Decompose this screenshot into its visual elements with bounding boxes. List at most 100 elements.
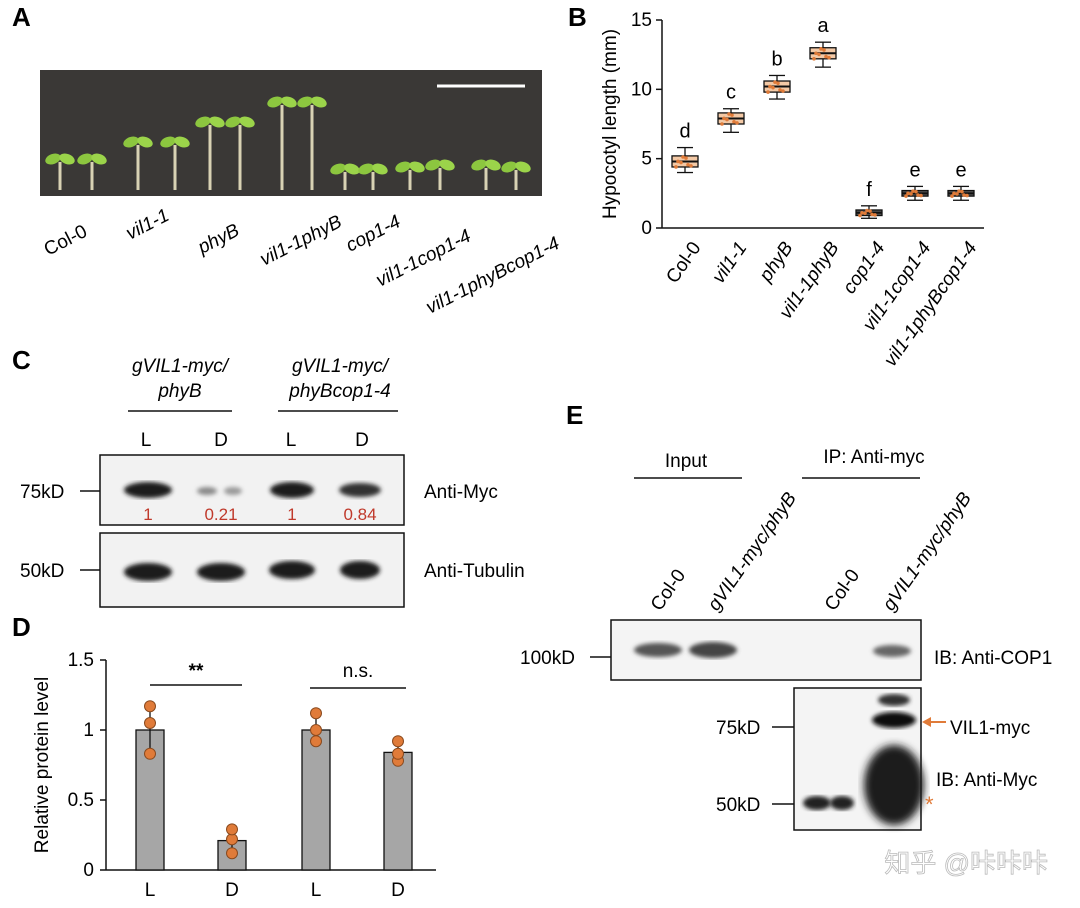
significance-letter: c <box>726 82 736 104</box>
tubulin-band-1 <box>124 563 172 581</box>
e-lane-label-1: Col-0 <box>647 566 690 615</box>
box-point <box>778 88 782 92</box>
significance-letter: d <box>679 121 690 143</box>
myc-band-4 <box>339 483 381 497</box>
y-tick-label: 10 <box>631 79 652 100</box>
lane-label-2: D <box>214 430 228 451</box>
data-point <box>144 700 156 713</box>
box-point <box>674 165 678 169</box>
seedling-cotyledon <box>425 159 441 171</box>
x-tick-label: Col-0 <box>662 238 705 287</box>
y-tick-label: 1 <box>83 720 94 741</box>
box-point <box>735 121 739 125</box>
lane-label-1: L <box>141 430 152 451</box>
x-tick-label: vil1-1 <box>708 238 751 287</box>
data-point <box>310 707 322 720</box>
ib-anti-myc: IB: Anti-Myc <box>936 770 1037 791</box>
seedling-cotyledon <box>358 163 374 175</box>
asterisk-marker: * <box>925 792 934 817</box>
seedling-cotyledon <box>160 136 176 148</box>
myc-band-2b <box>224 487 242 495</box>
seedling-cotyledon <box>501 161 517 173</box>
seedling-cotyledon <box>209 116 225 128</box>
ib-anti-cop1: IB: Anti-COP1 <box>934 648 1052 669</box>
cop1-bands <box>634 642 911 658</box>
box-point <box>689 164 693 168</box>
genotype-label: Col-0 <box>41 221 91 260</box>
myc-band-2 <box>197 487 217 495</box>
y-tick-label: 0.5 <box>68 790 94 811</box>
panel-letter-a: A <box>12 2 31 32</box>
box-point <box>914 189 918 194</box>
myc-bands <box>124 482 381 498</box>
genotype-label: phyB <box>194 220 243 259</box>
box-point <box>819 47 823 51</box>
box-point <box>766 90 770 94</box>
box-point <box>955 192 959 196</box>
box-point <box>911 189 915 193</box>
box-point <box>904 194 908 198</box>
y-axis-label: Relative protein level <box>32 677 53 853</box>
box-point <box>919 193 923 198</box>
x-tick-label: D <box>391 880 405 901</box>
box-point <box>768 84 772 89</box>
seedling-cotyledon <box>137 136 153 148</box>
vil1-arrow-icon <box>922 717 931 727</box>
y-tick-label: 0 <box>83 860 94 881</box>
ip-col0-band-a <box>803 796 831 810</box>
e-lane-label-2: gVIL1-myc/phyB <box>704 488 801 614</box>
quant-3: 1 <box>287 505 296 524</box>
x-tick-label: D <box>225 880 239 901</box>
seedling-cotyledon <box>515 161 531 173</box>
box-point <box>722 116 726 121</box>
e-lane-label-4: gVIL1-myc/phyB <box>879 488 976 614</box>
ip-myc-heavy-smear <box>864 745 924 825</box>
lane-label-4: D <box>355 430 369 451</box>
seedling-photo <box>40 70 542 196</box>
panel-letter-d: D <box>12 612 31 642</box>
box-point <box>873 213 877 217</box>
box-point <box>822 48 826 52</box>
bar <box>301 729 331 871</box>
tubulin-bands <box>124 561 380 581</box>
quant-2: 0.21 <box>204 505 237 524</box>
box-point <box>950 194 954 198</box>
box-point <box>870 212 874 217</box>
box-point <box>868 209 872 213</box>
tubulin-band-3 <box>269 561 315 579</box>
hypocotyl-boxplot: 0 5 10 15 Hypocotyl length (mm) d Col-0 c vil1-1… <box>600 10 984 370</box>
box-point <box>684 156 688 160</box>
seedling-cotyledon <box>45 153 61 165</box>
box-point <box>727 112 731 116</box>
data-point <box>392 747 404 760</box>
seedling-cotyledon <box>174 136 190 148</box>
seedling-cotyledon <box>471 159 487 171</box>
data-point <box>144 747 156 760</box>
cop1-band-4 <box>873 645 911 657</box>
seedling-cotyledon <box>281 96 297 108</box>
seedling-cotyledon <box>59 153 75 165</box>
genotype-label: cop1-4 <box>343 211 404 256</box>
panel-letter-b: B <box>568 2 587 32</box>
seedling-cotyledon <box>311 96 327 108</box>
box-point <box>962 193 966 197</box>
myc-band-1 <box>124 482 172 498</box>
seedling-cotyledon <box>195 116 211 128</box>
box-point <box>909 192 913 196</box>
seedling-cotyledon <box>485 159 501 171</box>
seedling-cotyledon <box>395 161 411 173</box>
box-point <box>858 213 862 218</box>
marker-100kd: 100kD <box>520 648 575 669</box>
box-point <box>906 191 910 196</box>
significance-letter: f <box>866 179 872 201</box>
tubulin-band-2 <box>197 563 245 581</box>
significance-label-1: ** <box>189 661 204 682</box>
ip-top-band <box>878 694 910 706</box>
significance-letter: b <box>771 48 782 70</box>
genotype-labels: Col-0 vil1-1 phyB vil1-1phyBcop1-4vil1-1cop… <box>41 205 563 318</box>
significance-letter: e <box>909 159 920 181</box>
seedling-cotyledon <box>344 163 360 175</box>
group1-title-line2: phyB <box>157 381 202 402</box>
seedling-cotyledon <box>330 163 346 175</box>
